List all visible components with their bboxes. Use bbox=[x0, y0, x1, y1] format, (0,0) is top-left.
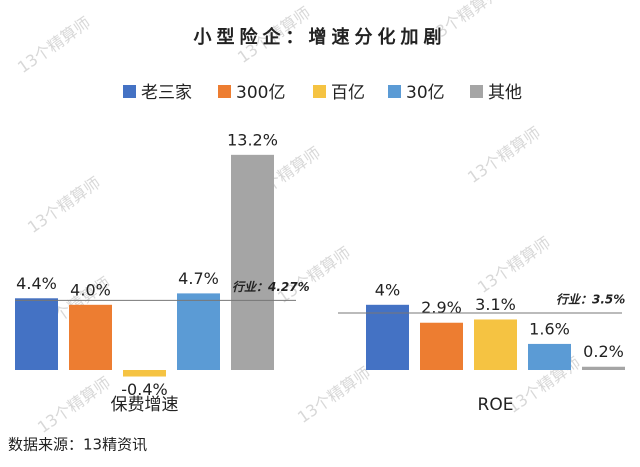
value-label: 13.2% bbox=[227, 130, 278, 149]
bar bbox=[474, 319, 517, 370]
value-label: 4.0% bbox=[70, 280, 111, 299]
reference-label: 行业：3.5% bbox=[556, 292, 625, 306]
legend-swatch bbox=[470, 85, 483, 98]
watermark: 13个精算师 bbox=[294, 363, 374, 427]
legend-label: 百亿 bbox=[331, 83, 365, 103]
legend-label: 300亿 bbox=[236, 83, 285, 103]
bar bbox=[582, 366, 625, 370]
bar bbox=[69, 304, 112, 370]
legend-swatch bbox=[313, 85, 326, 98]
watermark: 13个精算师 bbox=[274, 243, 354, 307]
watermark: 13个精算师 bbox=[464, 123, 544, 187]
value-label: 4% bbox=[375, 280, 400, 299]
value-label: 4.7% bbox=[178, 269, 219, 288]
bar bbox=[528, 343, 571, 370]
value-label: 2.9% bbox=[421, 298, 462, 317]
bar bbox=[123, 370, 166, 377]
watermark: 13个精算师 bbox=[474, 233, 554, 297]
watermark: 13个精算师 bbox=[14, 13, 94, 77]
x-tick-label: ROE bbox=[478, 395, 514, 415]
legend-label: 30亿 bbox=[406, 83, 445, 103]
source-note: 数据来源：13精资讯 bbox=[8, 436, 147, 454]
legend-label: 其他 bbox=[488, 83, 522, 103]
legend-swatch bbox=[218, 85, 231, 98]
watermark: 13个精算师 bbox=[34, 373, 114, 437]
bar bbox=[177, 293, 220, 370]
value-label: 3.1% bbox=[475, 295, 516, 314]
bar bbox=[231, 154, 274, 370]
value-label: 1.6% bbox=[529, 319, 570, 338]
bar bbox=[366, 304, 409, 370]
chart-title: 小型险企：增速分化加剧 bbox=[194, 26, 447, 48]
reference-label: 行业：4.27% bbox=[232, 280, 310, 294]
bar bbox=[15, 298, 58, 370]
legend-label: 老三家 bbox=[141, 83, 192, 103]
value-label: -0.4% bbox=[121, 380, 167, 399]
legend-swatch bbox=[123, 85, 136, 98]
value-label: 0.2% bbox=[583, 342, 624, 361]
legend-swatch bbox=[388, 85, 401, 98]
value-label: 4.4% bbox=[16, 274, 57, 293]
x-tick-label: 保费增速 bbox=[111, 395, 179, 415]
bar bbox=[420, 322, 463, 370]
watermark: 13个精算师 bbox=[24, 173, 104, 237]
